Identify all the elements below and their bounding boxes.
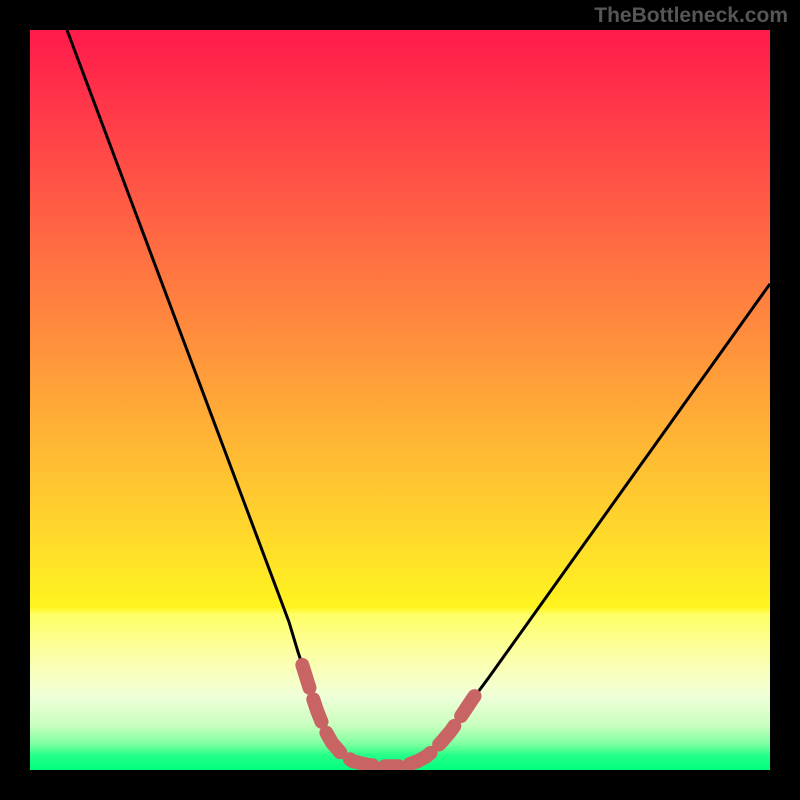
chart-svg (30, 30, 770, 770)
gradient-background (30, 30, 770, 770)
chart-container: TheBottleneck.com (0, 0, 800, 800)
watermark-text: TheBottleneck.com (594, 4, 788, 28)
plot-area (30, 30, 770, 770)
